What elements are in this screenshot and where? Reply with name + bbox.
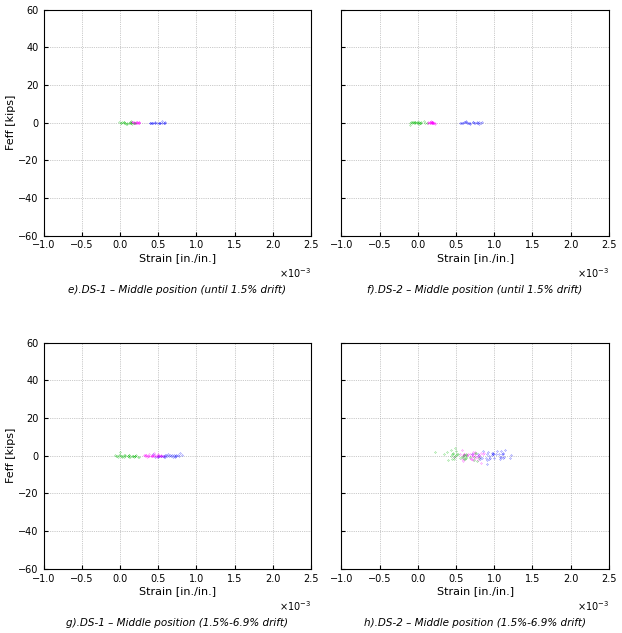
Y-axis label: Feff [kips]: Feff [kips] <box>6 428 16 484</box>
X-axis label: Strain [in./in.]: Strain [in./in.] <box>139 253 216 263</box>
Text: h).DS-2 – Middle position (1.5%-6.9% drift): h).DS-2 – Middle position (1.5%-6.9% dri… <box>364 618 586 629</box>
Y-axis label: Feff [kips]: Feff [kips] <box>6 95 16 150</box>
X-axis label: Strain [in./in.]: Strain [in./in.] <box>139 586 216 596</box>
Text: g).DS-1 – Middle position (1.5%-6.9% drift): g).DS-1 – Middle position (1.5%-6.9% dri… <box>67 618 289 629</box>
X-axis label: Strain [in./in.]: Strain [in./in.] <box>437 586 514 596</box>
Text: $\times10^{-3}$: $\times10^{-3}$ <box>279 599 311 613</box>
Text: f).DS-2 – Middle position (until 1.5% drift): f).DS-2 – Middle position (until 1.5% dr… <box>368 285 583 295</box>
Text: $\times10^{-3}$: $\times10^{-3}$ <box>577 599 609 613</box>
Text: $\times10^{-3}$: $\times10^{-3}$ <box>279 266 311 280</box>
Text: $\times10^{-3}$: $\times10^{-3}$ <box>577 266 609 280</box>
X-axis label: Strain [in./in.]: Strain [in./in.] <box>437 253 514 263</box>
Text: e).DS-1 – Middle position (until 1.5% drift): e).DS-1 – Middle position (until 1.5% dr… <box>68 285 286 295</box>
